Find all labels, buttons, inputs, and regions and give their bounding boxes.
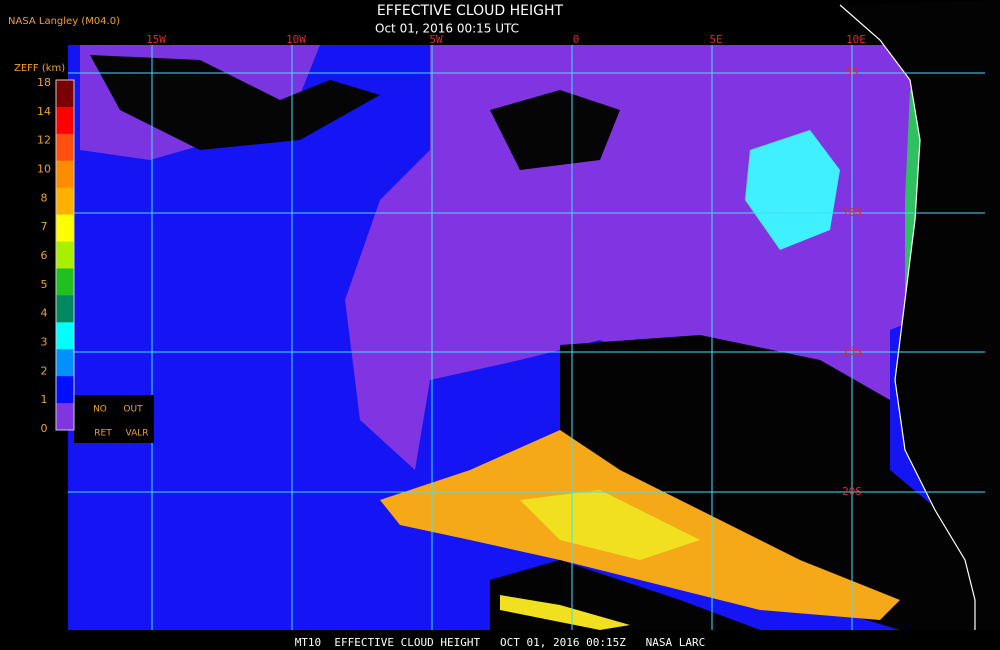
longitude-label: 0 xyxy=(573,33,580,46)
land xyxy=(840,0,1000,630)
longitude-label: 5W xyxy=(429,33,443,46)
latitude-label: 10S xyxy=(842,206,862,219)
colorbar-segment xyxy=(56,376,74,404)
high-cloud xyxy=(520,490,700,560)
legend-label: VALR xyxy=(125,429,148,439)
longitude-label: 5E xyxy=(709,33,722,46)
colorbar-segment xyxy=(56,214,74,243)
legend-box xyxy=(74,395,154,443)
colorbar-tick-label: 12 xyxy=(37,134,51,147)
colorbar-segment xyxy=(56,241,74,269)
colorbar-segment xyxy=(56,349,74,377)
colorbar-tick-label: 6 xyxy=(41,249,48,262)
clear-sky xyxy=(90,55,380,150)
colorbar-tick-label: 10 xyxy=(37,163,51,176)
mid-cloud xyxy=(745,130,840,250)
longitude-label: 10E xyxy=(846,33,866,46)
colorbar-segment xyxy=(56,295,74,323)
colorbar-segment xyxy=(56,187,74,216)
colorbar-frame xyxy=(55,79,75,431)
colorbar-tick-label: 1 xyxy=(41,393,48,406)
colorbar-segment xyxy=(56,106,74,135)
colorbar-segment xyxy=(56,160,74,189)
colorbar-tick-label: 18 xyxy=(37,76,51,89)
colorbar-tick-label: 4 xyxy=(41,307,48,320)
imagery xyxy=(68,0,1000,630)
colorbar-segment xyxy=(56,133,74,162)
footer: MT10 EFFECTIVE CLOUD HEIGHT OCT 01, 2016… xyxy=(295,636,706,649)
colorbar-tick-label: 3 xyxy=(41,336,48,349)
colorbar-segment xyxy=(56,268,74,296)
clear-sky xyxy=(490,90,620,170)
high-cloud xyxy=(500,595,630,630)
legend-label: OUT xyxy=(123,405,143,415)
longitude-label: 10W xyxy=(286,33,306,46)
colorbar-tick-label: 0 xyxy=(41,422,48,435)
colorbar-segment xyxy=(56,80,74,108)
title: EFFECTIVE CLOUD HEIGHT xyxy=(377,3,564,19)
credit: NASA Langley (M04.0) xyxy=(8,16,120,27)
legend-label: NO xyxy=(93,405,107,415)
colorbar-tick-label: 5 xyxy=(41,278,48,291)
subtitle: Oct 01, 2016 00:15 UTC xyxy=(375,22,519,36)
colorbar-tick-label: 14 xyxy=(37,105,51,118)
colorbar-tick-label: 2 xyxy=(41,364,48,377)
latitude-label: 15S xyxy=(842,345,862,358)
latitude-label: 20S xyxy=(842,485,862,498)
colorbar-tick-label: 8 xyxy=(41,191,48,204)
colorbar-segment xyxy=(56,403,74,431)
colorbar-tick-label: 7 xyxy=(41,220,48,233)
clear-sky xyxy=(560,335,985,630)
legend-label: RET xyxy=(94,429,112,439)
longitude-label: 15W xyxy=(146,33,166,46)
latitude-label: 5S xyxy=(845,66,858,79)
colorbar-title: ZEFF (km) xyxy=(14,63,65,74)
colorbar-segment xyxy=(56,322,74,350)
graticule: 15W 10W 5W 0 5E 10E 5S 10S 15S 20S xyxy=(68,33,985,630)
